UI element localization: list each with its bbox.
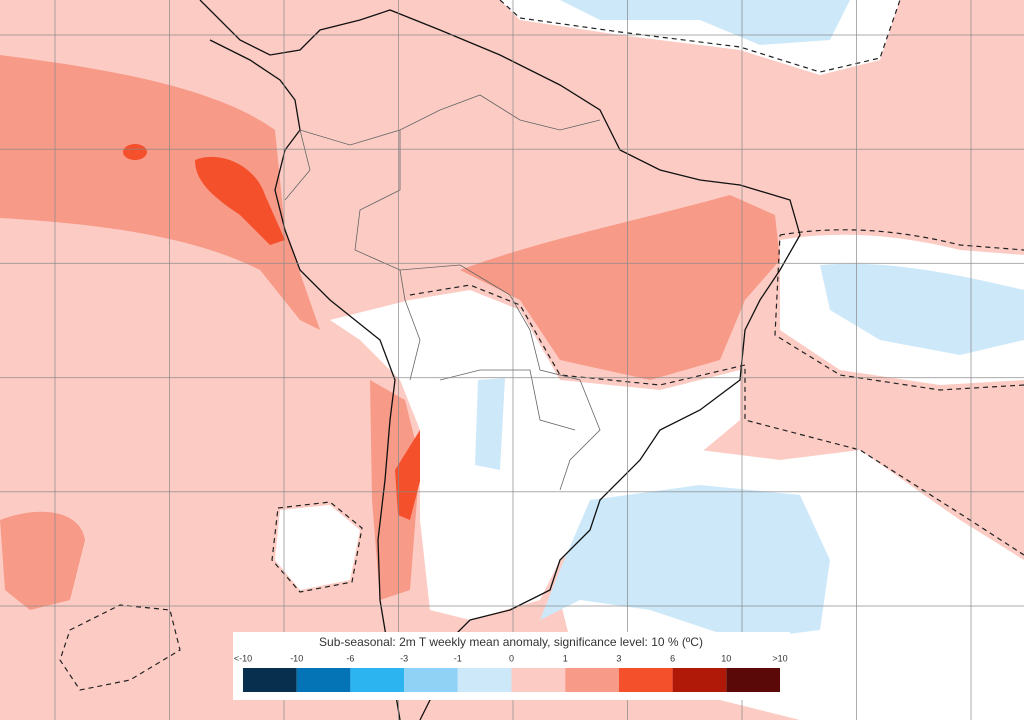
- significance-contour: [271, 501, 363, 593]
- neutral-area: [275, 505, 360, 590]
- legend-label: -3: [400, 653, 408, 663]
- legend-swatch: [243, 668, 297, 692]
- hot-patch: [395, 430, 428, 520]
- legend-swatch: [404, 668, 458, 692]
- warm-band: [370, 380, 420, 600]
- hot-patch: [123, 144, 147, 160]
- legend-title: Sub-seasonal: 2m T weekly mean anomaly, …: [319, 635, 703, 649]
- legend-swatch: [726, 668, 780, 692]
- legend-label: >10: [772, 653, 787, 663]
- legend-swatch: [618, 668, 673, 692]
- legend-label: -6: [346, 653, 354, 663]
- coastline: [199, 0, 801, 720]
- border: [284, 94, 601, 491]
- cool-patch: [475, 378, 505, 470]
- legend-label: -10: [290, 653, 303, 663]
- legend-label: 3: [616, 653, 621, 663]
- cool-patch: [820, 263, 1024, 355]
- legend-swatch: [511, 668, 566, 692]
- legend-swatch: [565, 668, 619, 692]
- warm-band: [460, 195, 780, 380]
- legend-label: -1: [454, 653, 462, 663]
- legend-swatch: [457, 668, 512, 692]
- legend-swatch: [350, 668, 405, 692]
- neutral-area: [330, 290, 740, 620]
- legend-label: <-10: [234, 653, 252, 663]
- legend-label: 10: [721, 653, 731, 663]
- legend-swatch: [296, 668, 351, 692]
- hot-patch: [195, 156, 285, 245]
- legend-label: 0: [509, 653, 514, 663]
- legend: Sub-seasonal: 2m T weekly mean anomaly, …: [233, 632, 790, 700]
- warm-band: [0, 55, 320, 330]
- warm-band: [0, 511, 85, 610]
- significance-contour: [409, 284, 1024, 556]
- cool-patch: [560, 0, 850, 45]
- legend-label: 1: [563, 653, 568, 663]
- significance-contour: [774, 229, 1024, 391]
- legend-label: 6: [670, 653, 675, 663]
- cool-patch: [540, 485, 830, 640]
- legend-swatch: [672, 668, 727, 692]
